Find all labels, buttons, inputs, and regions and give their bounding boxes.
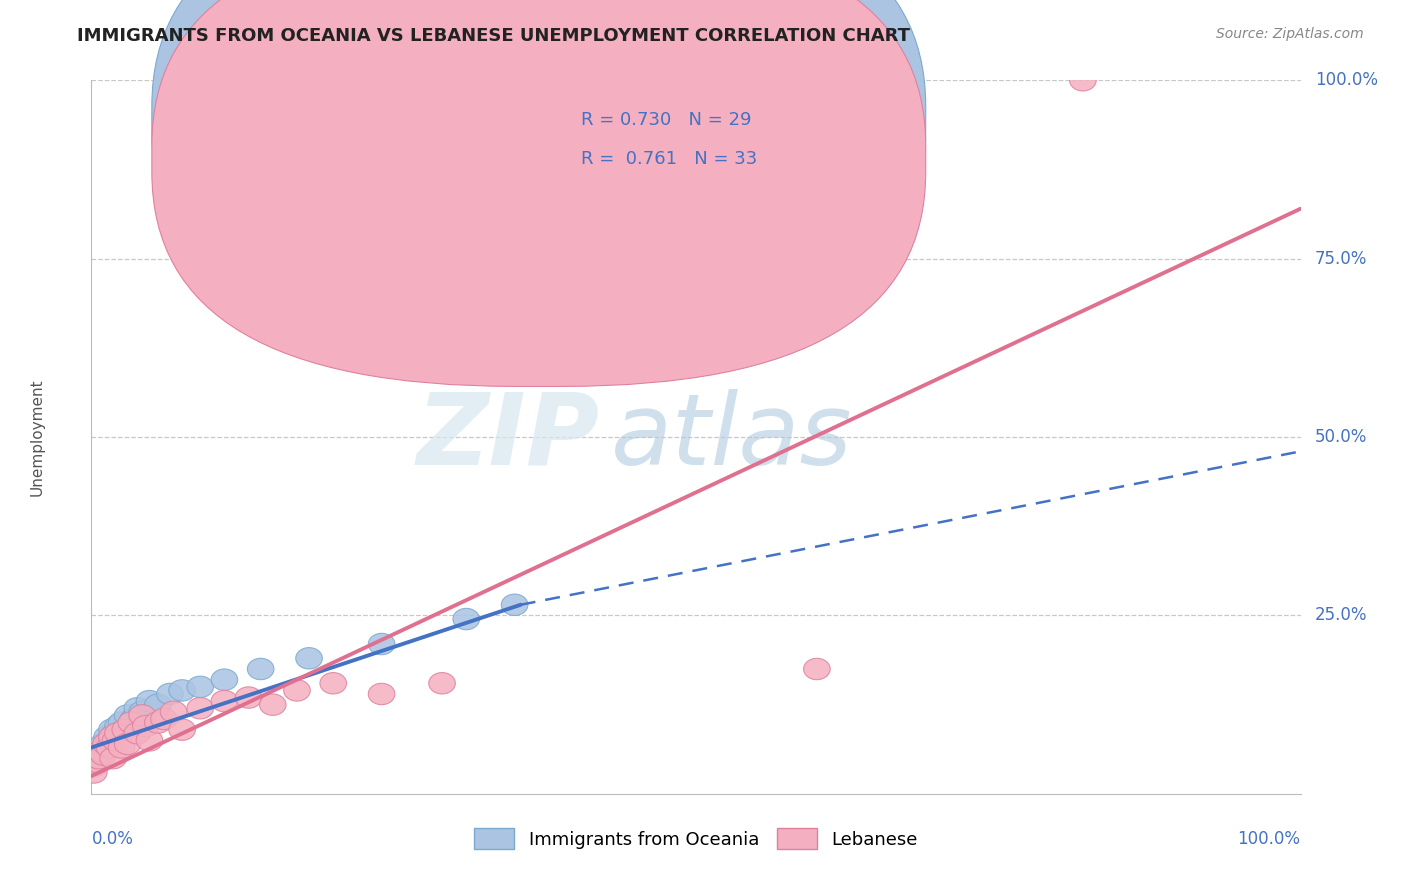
Ellipse shape [136,730,163,751]
Ellipse shape [82,755,108,776]
Ellipse shape [98,719,125,740]
Ellipse shape [284,680,311,701]
Ellipse shape [96,730,122,751]
Ellipse shape [103,730,129,751]
Text: 100.0%: 100.0% [1237,830,1301,847]
Ellipse shape [94,726,121,747]
FancyBboxPatch shape [152,0,925,386]
Ellipse shape [145,712,172,733]
Text: 100.0%: 100.0% [1315,71,1378,89]
Ellipse shape [108,737,135,758]
Text: R = 0.730   N = 29: R = 0.730 N = 29 [581,111,752,128]
Ellipse shape [121,708,148,730]
Ellipse shape [129,701,156,723]
Ellipse shape [87,744,114,765]
Ellipse shape [169,680,195,701]
Ellipse shape [100,747,127,769]
Ellipse shape [235,687,262,708]
Ellipse shape [104,723,131,744]
Text: 25.0%: 25.0% [1315,607,1368,624]
Ellipse shape [429,673,456,694]
Ellipse shape [187,698,214,719]
Ellipse shape [136,690,163,712]
Text: IMMIGRANTS FROM OCEANIA VS LEBANESE UNEMPLOYMENT CORRELATION CHART: IMMIGRANTS FROM OCEANIA VS LEBANESE UNEM… [77,27,910,45]
Ellipse shape [103,723,129,744]
Ellipse shape [804,658,830,680]
Ellipse shape [100,726,127,747]
Ellipse shape [93,737,120,758]
Ellipse shape [295,648,322,669]
FancyBboxPatch shape [152,0,925,347]
Ellipse shape [93,733,120,755]
Text: Source: ZipAtlas.com: Source: ZipAtlas.com [1216,27,1364,41]
Ellipse shape [211,690,238,712]
Ellipse shape [84,747,111,769]
Ellipse shape [160,701,187,723]
Ellipse shape [90,744,117,765]
Ellipse shape [502,594,527,615]
Ellipse shape [83,751,110,772]
Ellipse shape [368,683,395,705]
Ellipse shape [86,747,112,769]
Ellipse shape [114,733,141,755]
Ellipse shape [132,715,159,737]
Ellipse shape [124,723,150,744]
Legend: Immigrants from Oceania, Lebanese: Immigrants from Oceania, Lebanese [467,821,925,856]
Ellipse shape [368,633,395,655]
FancyBboxPatch shape [491,98,830,184]
Ellipse shape [145,694,172,715]
Ellipse shape [187,676,214,698]
Text: 75.0%: 75.0% [1315,250,1368,268]
Text: R =  0.761   N = 33: R = 0.761 N = 33 [581,150,758,168]
Text: ZIP: ZIP [416,389,599,485]
Ellipse shape [453,608,479,630]
Ellipse shape [1070,70,1097,91]
Ellipse shape [118,712,145,733]
Ellipse shape [247,658,274,680]
Ellipse shape [104,715,131,737]
Ellipse shape [169,719,195,740]
Text: 50.0%: 50.0% [1315,428,1368,446]
Ellipse shape [321,673,346,694]
Ellipse shape [80,762,107,783]
Ellipse shape [129,705,156,726]
Text: 0.0%: 0.0% [91,830,134,847]
Text: atlas: atlas [612,389,853,485]
Ellipse shape [150,708,177,730]
Ellipse shape [156,683,183,705]
Ellipse shape [98,726,125,747]
Ellipse shape [108,712,135,733]
Ellipse shape [114,705,141,726]
Ellipse shape [86,740,112,762]
Ellipse shape [87,740,114,762]
Ellipse shape [211,669,238,690]
Ellipse shape [90,733,117,755]
Ellipse shape [260,694,285,715]
Ellipse shape [112,719,139,740]
Ellipse shape [124,698,150,719]
Text: Unemployment: Unemployment [30,378,45,496]
Ellipse shape [112,719,139,740]
Ellipse shape [96,737,122,758]
